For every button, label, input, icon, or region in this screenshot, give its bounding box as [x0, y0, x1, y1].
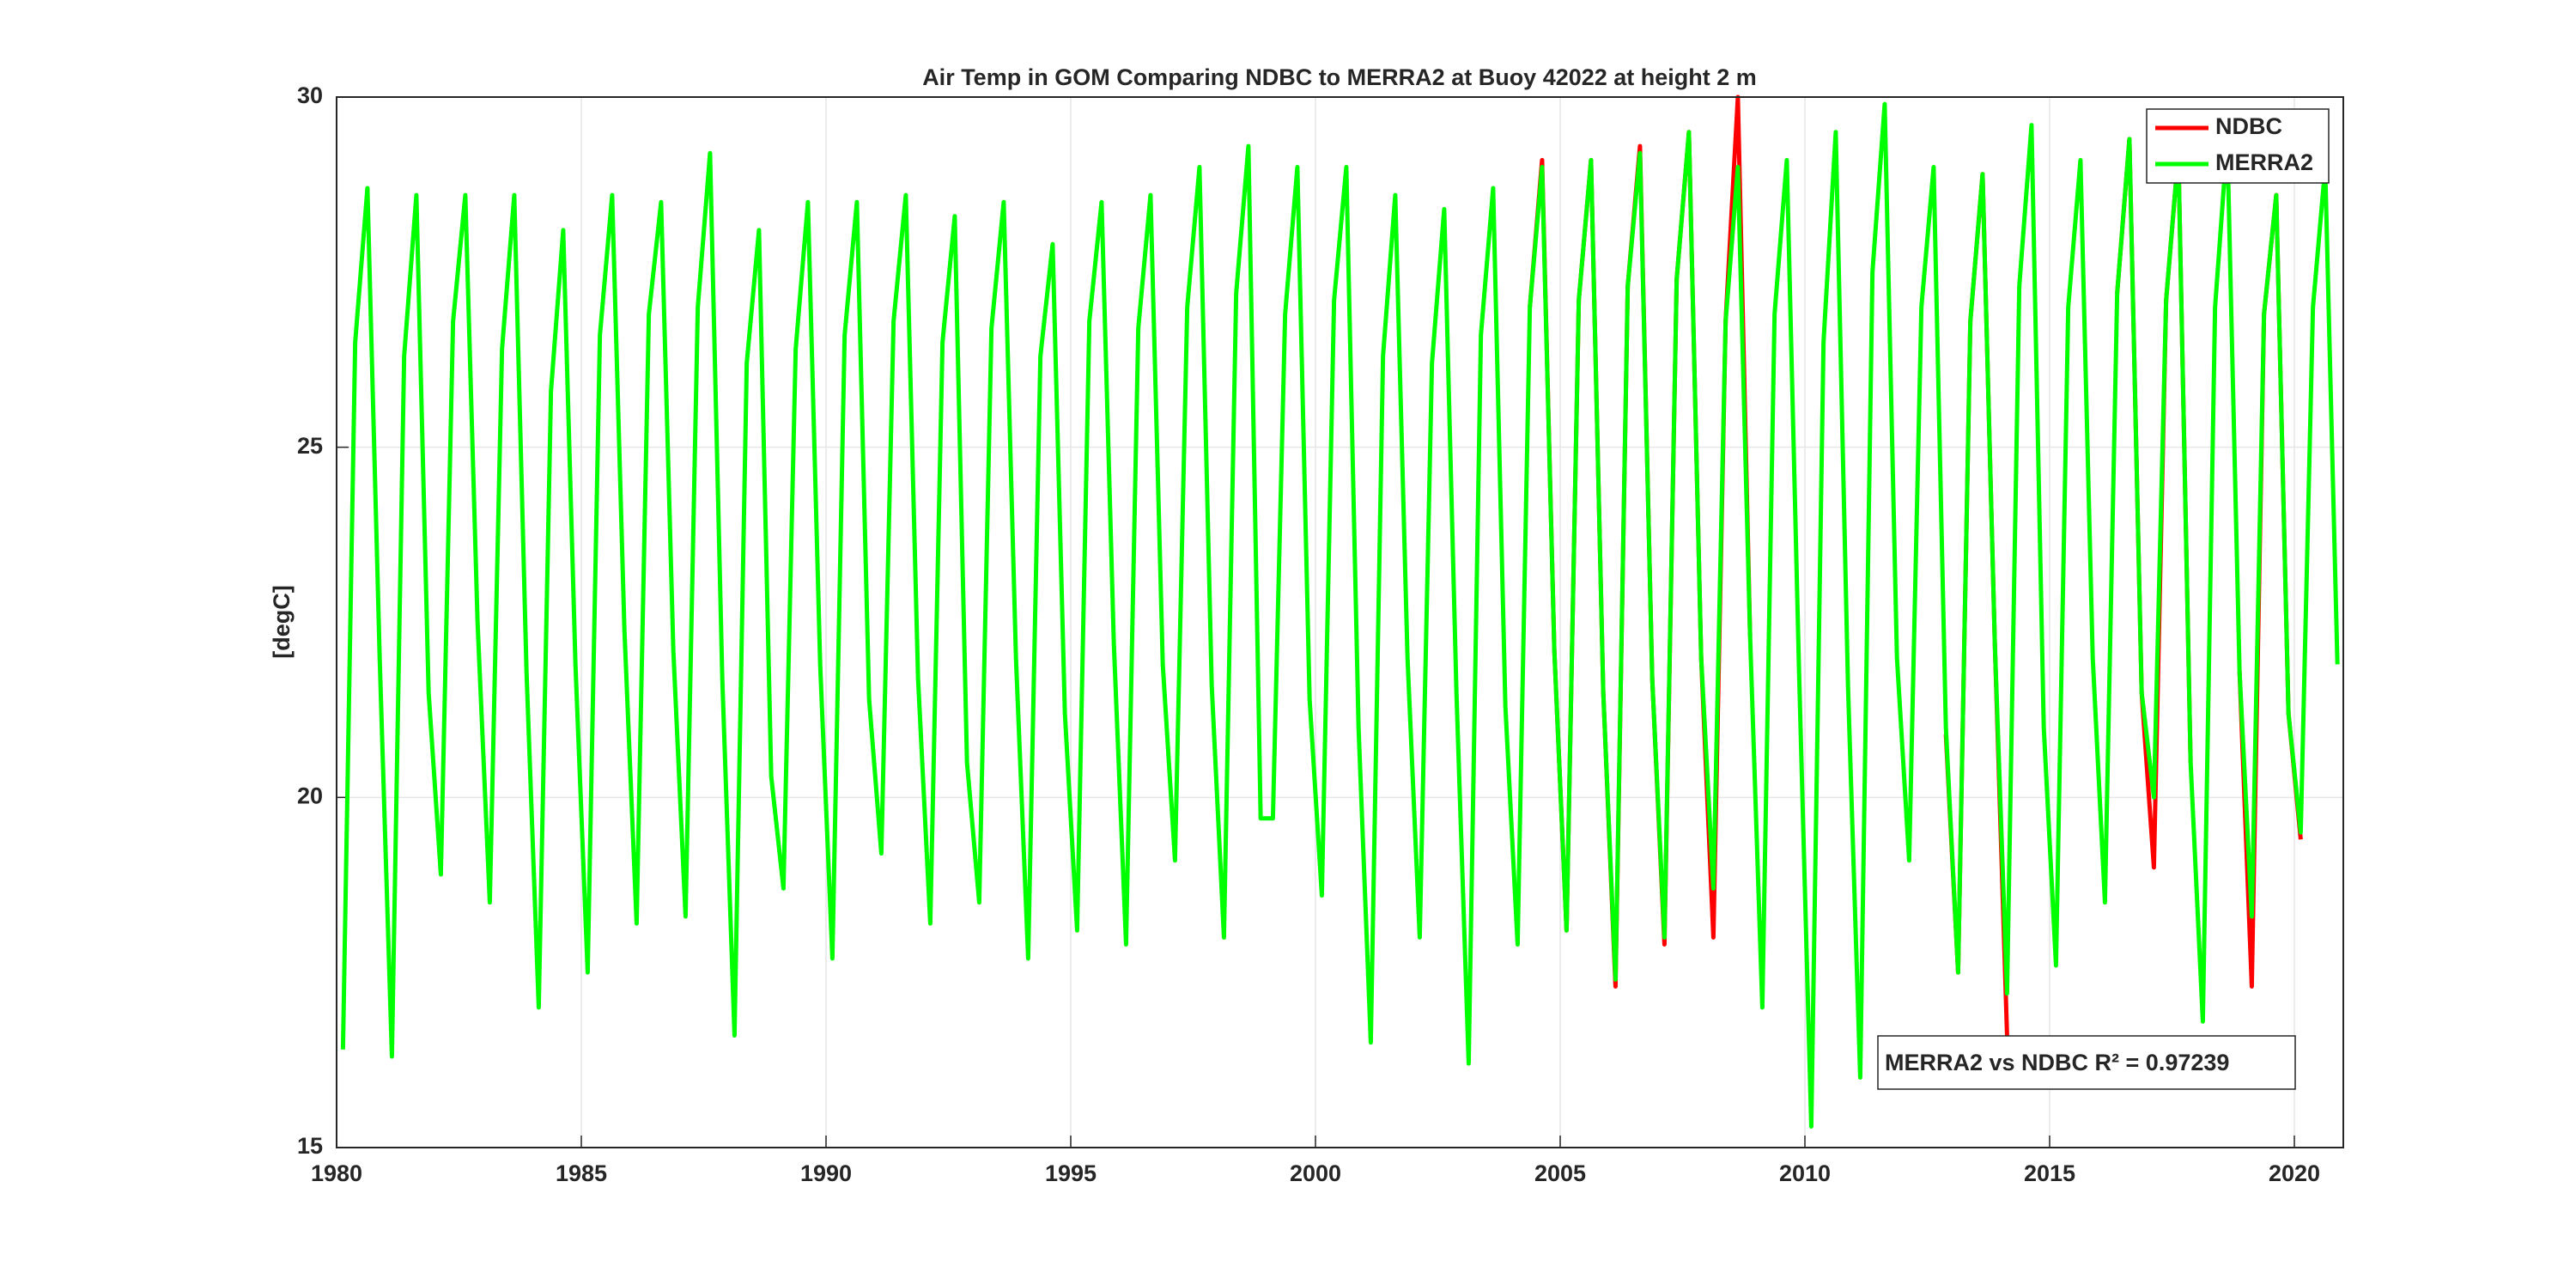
y-tick-label: 30 — [297, 82, 323, 108]
y-axis-label: [degC] — [269, 585, 295, 658]
x-tick-label: 1995 — [1045, 1160, 1097, 1186]
x-tick-label: 2020 — [2269, 1160, 2320, 1186]
legend-box — [2146, 108, 2330, 184]
data-line — [340, 101, 2340, 1130]
x-tick-label: 1980 — [311, 1160, 362, 1186]
y-tick-label: 20 — [297, 783, 323, 808]
x-tick-label: 2010 — [1779, 1160, 1831, 1186]
x-tick-label: 2000 — [1290, 1160, 1341, 1186]
annotation: MERRA2 vs NDBC R² = 0.97239 — [1885, 1050, 2229, 1075]
x-tick-label: 1990 — [800, 1160, 852, 1186]
x-tick-label: 2015 — [2024, 1160, 2075, 1186]
x-tick-label: 1985 — [556, 1160, 607, 1186]
legend-label: MERRA2 — [2215, 149, 2313, 175]
annotation-box — [1877, 1035, 2296, 1090]
y-tick-label: 15 — [297, 1133, 323, 1159]
y-tick-label: 25 — [297, 433, 323, 459]
legend-label: NDBC — [2215, 113, 2282, 139]
chart-title: Air Temp in GOM Comparing NDBC to MERRA2… — [922, 64, 1757, 90]
x-tick-label: 2005 — [1534, 1160, 1586, 1186]
plot-frame — [336, 96, 2344, 1148]
